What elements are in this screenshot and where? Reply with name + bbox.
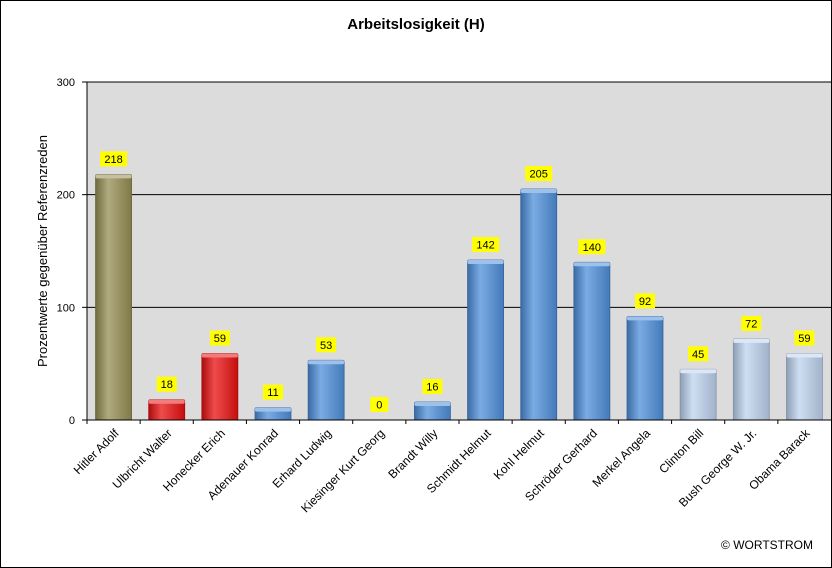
data-label: 53 <box>320 340 332 352</box>
data-label-background <box>209 330 230 346</box>
bar <box>573 261 611 421</box>
data-label: 45 <box>692 349 704 361</box>
bar-cap <box>786 353 823 358</box>
data-label-background <box>578 239 606 255</box>
bar-cap <box>95 174 132 179</box>
bar-cap <box>573 262 610 267</box>
bar-cap <box>467 260 504 265</box>
bar-cap <box>414 401 451 406</box>
bars <box>95 173 823 421</box>
y-tick-label: 300 <box>57 77 75 89</box>
data-label: 140 <box>583 242 601 254</box>
copyright-text: © WORTSTROM <box>721 538 813 552</box>
data-label-background <box>156 376 177 392</box>
chart-title: Arbeitslosigkeit (H) <box>347 16 485 33</box>
data-label-background <box>741 315 762 331</box>
y-axis-label: Prozentwerte gegenüber Referenzreden <box>35 135 50 367</box>
data-label: 0 <box>376 400 382 412</box>
data-label: 205 <box>530 169 548 181</box>
data-label-background <box>370 397 389 412</box>
data-label: 11 <box>267 387 278 399</box>
bar <box>520 188 558 421</box>
data-label: 142 <box>476 240 494 252</box>
data-label-background <box>635 293 655 309</box>
data-label: 59 <box>798 333 810 345</box>
bar <box>467 259 504 421</box>
bar <box>201 353 239 421</box>
bar-cap <box>201 353 238 358</box>
data-label: 18 <box>161 379 173 391</box>
plot-area <box>87 82 831 420</box>
bar-cap <box>680 369 717 374</box>
bar-cap <box>255 407 291 412</box>
y-tick-label: 0 <box>69 415 75 427</box>
bar <box>307 359 345 421</box>
bar-cap <box>627 316 663 321</box>
y-axis: 0 100 200 300 <box>57 77 88 427</box>
bar <box>626 315 664 421</box>
bar-cap <box>520 189 557 194</box>
data-labels: 218 18 59 11 53 0 16 142 205 140 92 45 72 59 <box>100 151 815 412</box>
data-label: 72 <box>745 318 757 330</box>
x-tick-label: Clinton Bill <box>656 426 706 476</box>
bar <box>95 173 132 421</box>
bar-cap <box>733 338 770 343</box>
data-label: 92 <box>639 296 651 308</box>
data-label-background <box>263 384 283 400</box>
bar-cap <box>308 360 345 365</box>
bar-cap <box>148 399 185 404</box>
data-label: 59 <box>214 333 226 345</box>
data-label-background <box>472 237 500 253</box>
bar <box>732 338 770 421</box>
data-label-background <box>100 151 128 167</box>
data-label-background <box>794 330 815 346</box>
data-label-background <box>422 378 443 394</box>
y-tick-label: 100 <box>57 302 75 314</box>
data-label-background <box>316 337 337 353</box>
x-tick-label: Kohl Helmut <box>491 426 548 483</box>
bar <box>679 368 717 421</box>
data-label-background <box>525 166 553 182</box>
y-tick-label: 200 <box>57 190 75 202</box>
data-label: 16 <box>426 381 438 393</box>
bar <box>786 353 823 421</box>
data-label: 218 <box>104 154 122 166</box>
x-tick-label: Brandt Willy <box>385 426 440 481</box>
data-label-background <box>688 346 709 362</box>
x-tick-label: Hitler Adolf <box>71 426 122 477</box>
